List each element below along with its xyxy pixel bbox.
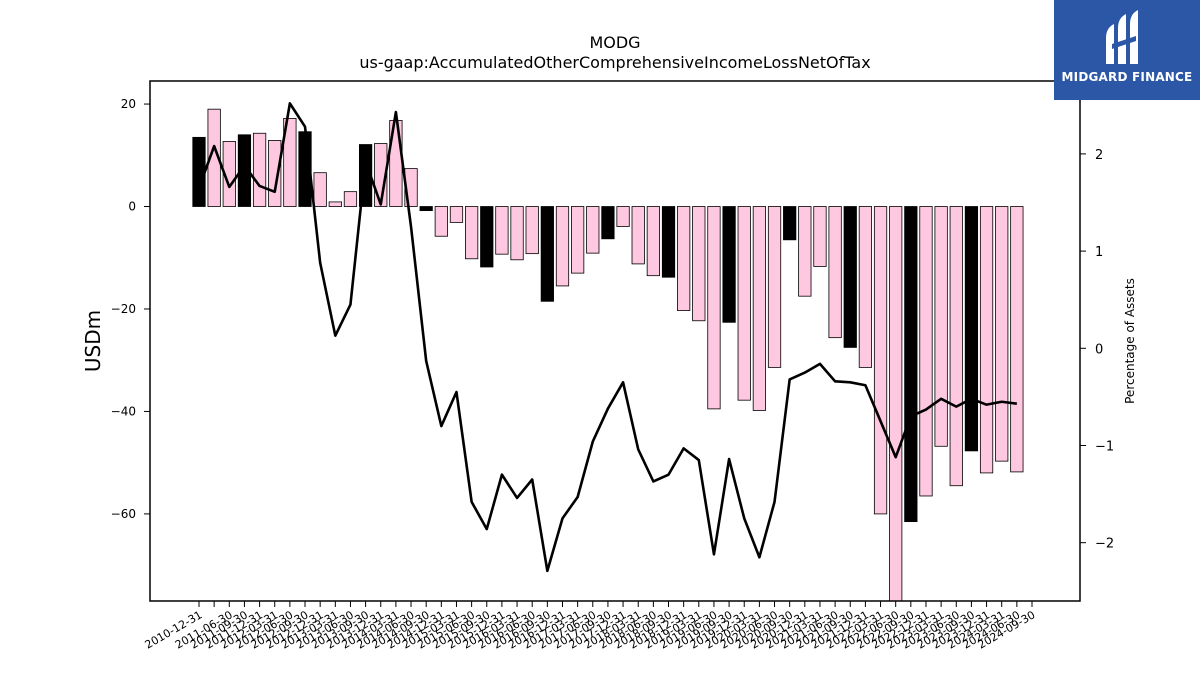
bar — [616, 206, 630, 227]
chart-title: MODG — [589, 33, 640, 52]
bar — [571, 206, 585, 274]
bar — [889, 206, 903, 602]
chart-subtitle: us-gaap:AccumulatedOtherComprehensiveInc… — [359, 53, 870, 72]
bar — [313, 172, 327, 207]
y-axis-left: −60 −40 −20 0 20 — [111, 97, 150, 521]
brand-name: MIDGARD FINANCE — [1061, 70, 1193, 84]
bar — [979, 206, 994, 474]
bar — [631, 206, 645, 265]
y-tick-label-right: −2 — [1095, 537, 1114, 552]
bar — [707, 206, 721, 410]
y-tick-label-right: 0 — [1095, 342, 1103, 357]
bar — [964, 206, 979, 452]
bar — [813, 206, 827, 267]
bar — [495, 206, 509, 255]
bar — [828, 206, 842, 339]
bar — [540, 206, 554, 302]
bar — [192, 136, 206, 207]
bar — [934, 206, 948, 447]
bar — [237, 134, 252, 207]
bar — [252, 132, 267, 207]
bar — [343, 191, 358, 207]
bar — [555, 206, 570, 287]
bar — [525, 206, 539, 255]
bar — [995, 206, 1009, 462]
bar — [858, 206, 873, 368]
bar — [510, 206, 524, 261]
y-axis-title-right: Percentage of Assets — [1123, 278, 1137, 404]
bar — [692, 206, 706, 322]
y-tick-label-left: −40 — [111, 404, 136, 418]
bar — [434, 206, 448, 237]
line-path — [197, 102, 1018, 573]
bar — [449, 206, 464, 223]
line-series — [197, 102, 1018, 573]
bar — [646, 206, 660, 277]
bar — [480, 206, 494, 268]
bar — [737, 206, 751, 401]
bar — [767, 206, 782, 368]
y-tick-label-left: 20 — [121, 97, 136, 111]
x-axis: 2010-12-312011-06-302011-09-302011-12-31… — [143, 601, 1038, 652]
midgard-logo-icon — [1106, 10, 1138, 64]
bar — [419, 206, 433, 212]
bar — [949, 206, 963, 487]
bar — [752, 206, 766, 411]
bar — [843, 206, 857, 348]
bar — [207, 108, 221, 207]
bar — [798, 206, 812, 297]
y-axis-right: −2 −1 0 1 2 — [1080, 148, 1114, 552]
y-tick-label-left: −20 — [111, 302, 136, 316]
bar — [873, 206, 888, 515]
bar — [783, 206, 797, 241]
bar — [1010, 206, 1024, 473]
bar-series — [192, 108, 1024, 602]
plot-frame — [149, 80, 1081, 602]
y-tick-label-right: −1 — [1095, 439, 1114, 454]
y-tick-label-right: 2 — [1095, 148, 1103, 163]
y-tick-label-left: 0 — [128, 200, 136, 214]
bar — [601, 206, 615, 240]
bar — [328, 201, 342, 207]
brand-logo: MIDGARD FINANCE — [1054, 0, 1200, 100]
y-axis-title-left: USDm — [81, 310, 105, 372]
bar — [661, 206, 676, 278]
bar — [586, 206, 600, 254]
bar — [722, 206, 736, 323]
bar — [904, 206, 918, 522]
bar — [283, 118, 297, 207]
bar — [677, 206, 691, 311]
bar — [465, 206, 479, 260]
y-tick-label-left: −60 — [111, 507, 136, 521]
bar — [919, 206, 933, 497]
bar — [222, 141, 236, 207]
y-tick-label-right: 1 — [1095, 245, 1103, 260]
